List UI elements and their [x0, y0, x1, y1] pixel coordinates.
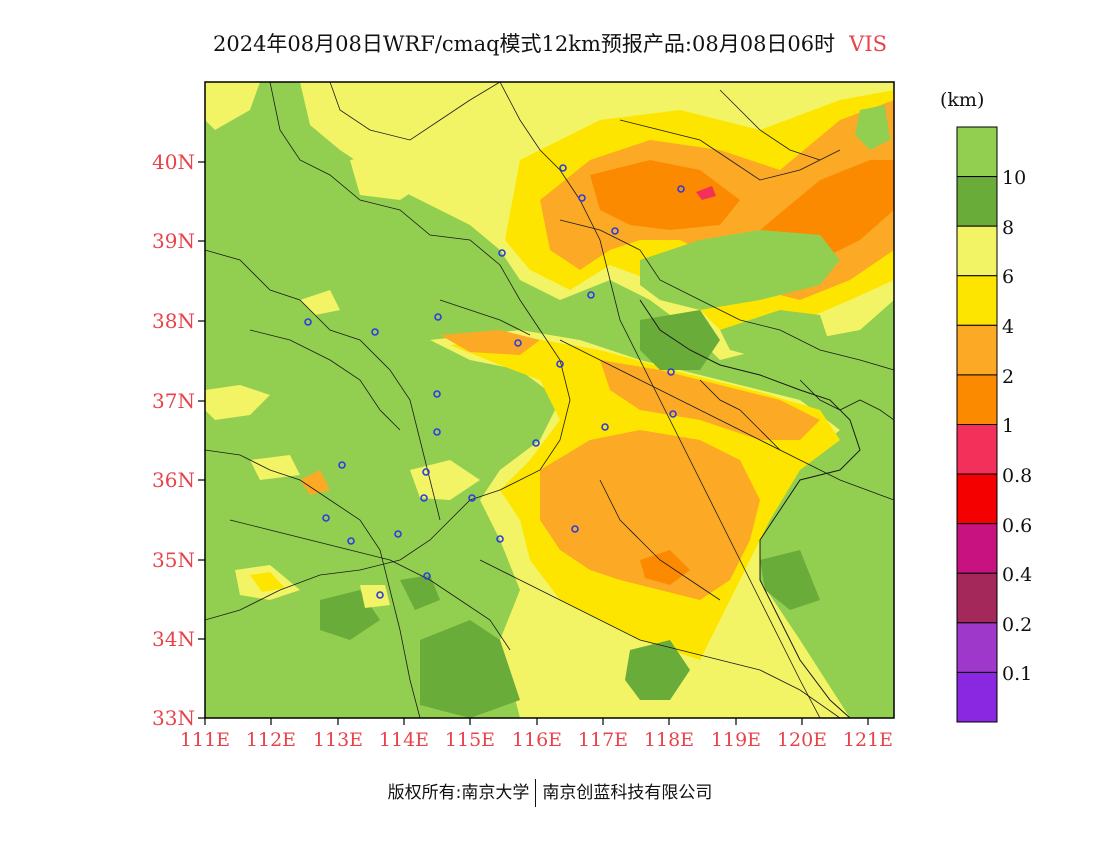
colorbar-swatch [956, 374, 998, 425]
colorbar-swatch [956, 275, 998, 326]
title-text: 2024年08月08日WRF/cmaq模式12km预报产品:08月08日06时 [212, 32, 836, 56]
lat-label-38: 38N [152, 309, 195, 333]
colorbar-unit: (km) [940, 89, 985, 111]
copyright-footer: 版权所有:南京大学 南京创蓝科技有限公司 [0, 778, 1100, 807]
colorbar-label-0-4: 0.4 [1002, 564, 1033, 586]
map-title: 2024年08月08日WRF/cmaq模式12km预报产品:08月08日06时 V… [0, 28, 1100, 58]
visibility-field [205, 82, 894, 718]
lon-label-115: 115E [444, 729, 496, 751]
colorbar-swatch [956, 523, 998, 574]
lon-label-117: 117E [577, 729, 629, 751]
axis-ticks [198, 161, 869, 725]
lat-label-36: 36N [152, 468, 195, 492]
map-frame [204, 81, 895, 719]
colorbar-label-1: 1 [1002, 415, 1015, 437]
colorbar-swatch [956, 225, 998, 277]
copyright-company: 南京创蓝科技有限公司 [542, 783, 713, 803]
lat-label-40: 40N [152, 150, 195, 174]
footer-separator [535, 779, 537, 807]
lon-label-116: 116E [511, 729, 563, 751]
colorbar-label-0-6: 0.6 [1002, 515, 1033, 537]
colorbar-label-10: 10 [1002, 167, 1027, 189]
colorbar-swatch [956, 473, 998, 525]
colorbar-label-6: 6 [1002, 266, 1015, 288]
colorbar-label-2: 2 [1002, 366, 1015, 388]
colorbar-label-4: 4 [1002, 316, 1015, 338]
colorbar-swatch [956, 424, 998, 475]
lat-label-33: 33N [152, 706, 195, 730]
colorbar-swatch [956, 671, 998, 723]
lat-label-34: 34N [152, 627, 195, 651]
lat-label-37: 37N [152, 389, 195, 413]
colorbar-label-0-1: 0.1 [1002, 663, 1033, 685]
colorbar-label-0-8: 0.8 [1002, 465, 1033, 487]
lat-label-39: 39N [152, 229, 195, 253]
city-markers [304, 164, 685, 599]
lon-label-111: 111E [179, 729, 231, 751]
lon-label-114: 114E [378, 729, 430, 751]
colorbar-swatch [956, 324, 998, 376]
colorbar-swatch [956, 176, 998, 227]
lon-label-121: 121E [842, 729, 894, 751]
colorbar-label-0-2: 0.2 [1002, 614, 1033, 636]
colorbar-label-8: 8 [1002, 217, 1015, 239]
lon-label-113: 113E [312, 729, 364, 751]
colorbar [956, 126, 998, 723]
lon-label-119: 119E [710, 729, 762, 751]
colorbar-swatch [956, 572, 998, 624]
variable-label: VIS [849, 32, 888, 56]
colorbar-swatch [956, 622, 998, 673]
lon-label-118: 118E [643, 729, 695, 751]
lat-label-35: 35N [152, 548, 195, 572]
lon-label-112: 112E [245, 729, 297, 751]
copyright-owner: 版权所有:南京大学 [387, 783, 530, 803]
admin-boundaries [205, 82, 894, 718]
colorbar-swatch [956, 126, 998, 178]
lon-label-120: 120E [776, 729, 828, 751]
